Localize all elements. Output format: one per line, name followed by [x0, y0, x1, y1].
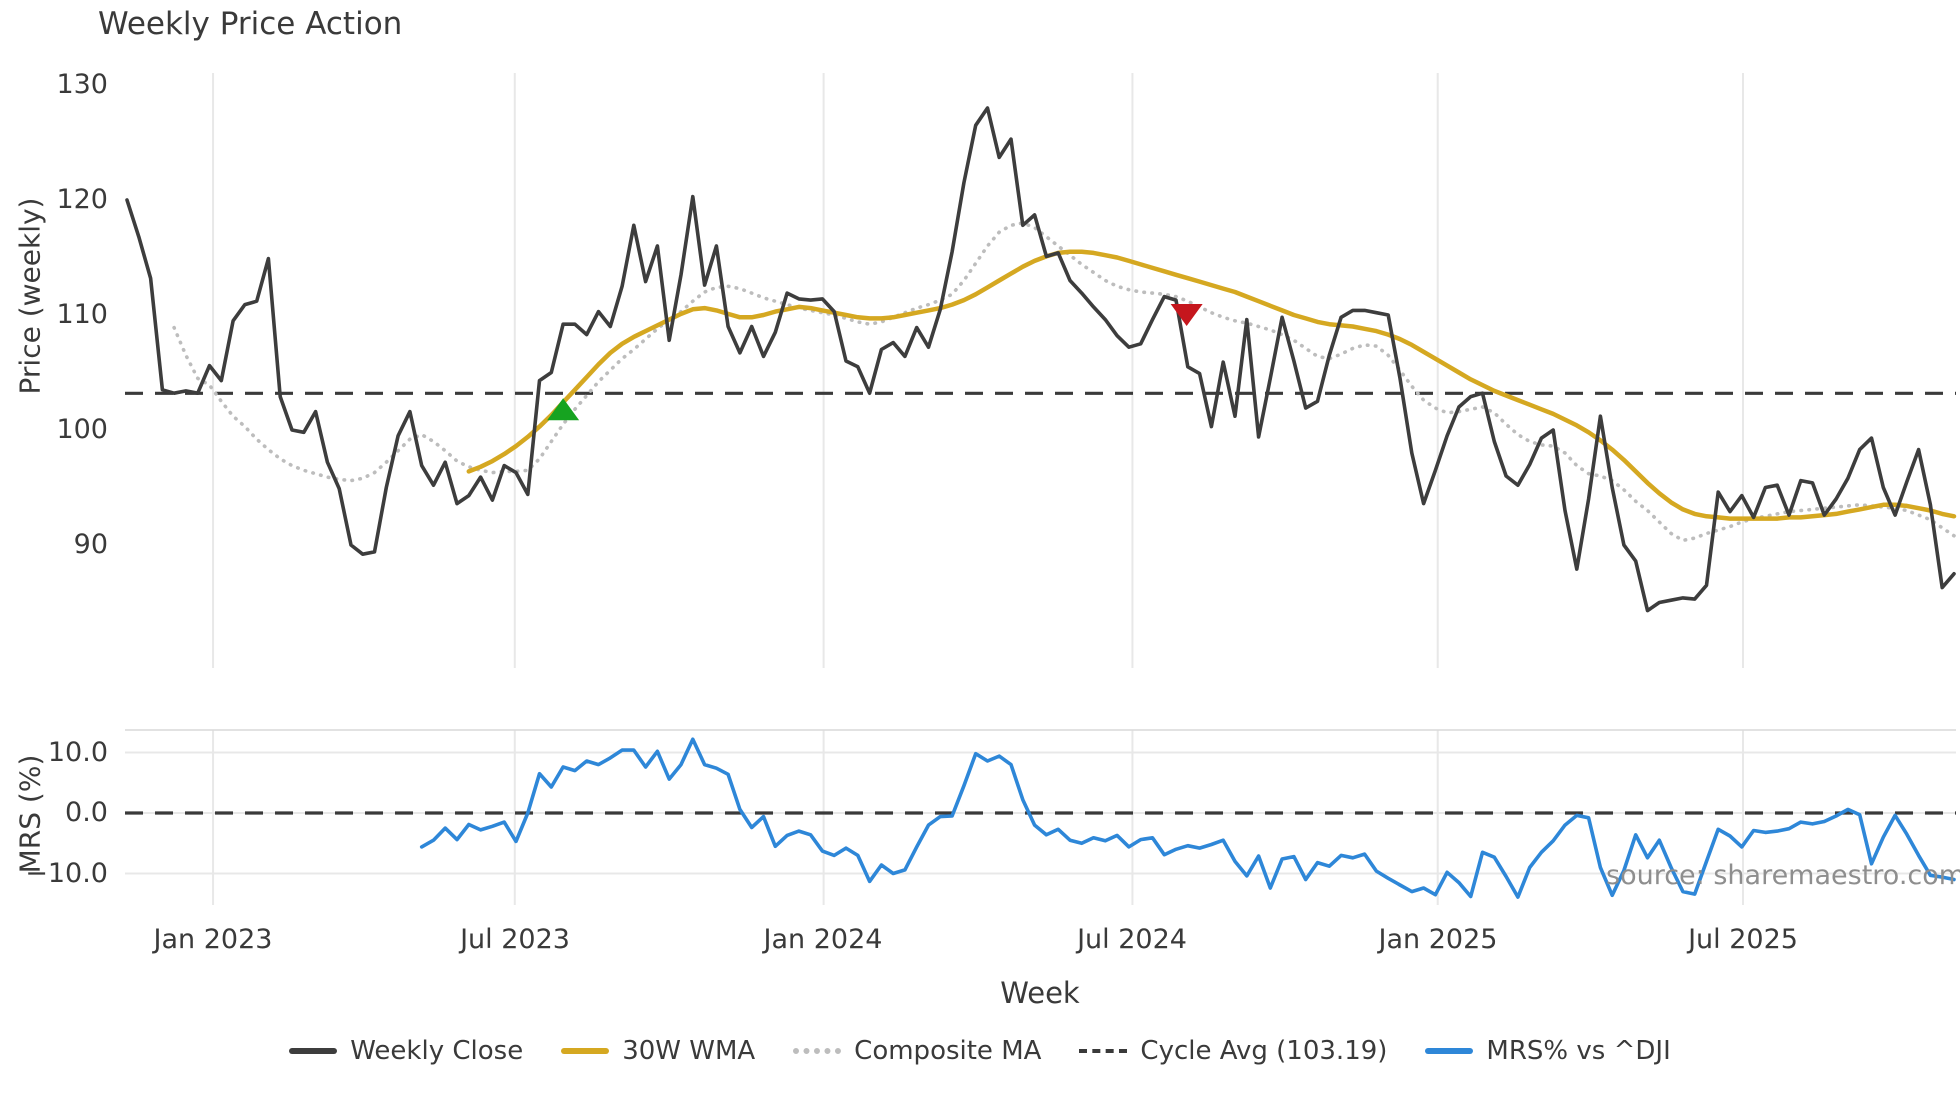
price-ytick-110: 110	[56, 299, 108, 330]
chart-title: Weekly Price Action	[98, 6, 403, 42]
legend-label-mrs: MRS% vs ^DJI	[1486, 1036, 1671, 1066]
x-axis-label: Week	[1000, 976, 1080, 1010]
series-line-mrs-vs-dji	[419, 737, 1956, 899]
weekly-close-line-swatch	[289, 1048, 338, 1054]
legend-item-mrs: MRS% vs ^DJI	[1425, 1036, 1671, 1066]
mrs-ytick-0: 0.0	[65, 797, 108, 828]
legend-label-composite-ma: Composite MA	[854, 1036, 1042, 1066]
legend-label-30w-wma: 30W WMA	[622, 1036, 756, 1066]
series-line-weekly-close	[125, 106, 1956, 613]
price-ytick-100: 100	[56, 414, 108, 445]
composite-ma-line-swatch	[793, 1048, 842, 1054]
price-ytick-90: 90	[73, 529, 108, 560]
legend-label-weekly-close: Weekly Close	[350, 1036, 524, 1066]
buy-signal-marker	[547, 398, 580, 421]
price-ytick-120: 120	[56, 184, 108, 215]
xtick-jul-2024: Jul 2024	[1077, 924, 1187, 955]
legend-item-weekly-close: Weekly Close	[289, 1036, 523, 1066]
cycle-avg-line-swatch	[1079, 1049, 1128, 1053]
xtick-jan-2023: Jan 2023	[153, 924, 273, 955]
legend-item-30w-wma: 30W WMA	[561, 1036, 755, 1066]
series-line-30w-wma	[466, 249, 1957, 521]
price-y-axis-label: Price (weekly)	[13, 197, 47, 395]
legend-label-cycle-avg: Cycle Avg (103.19)	[1140, 1036, 1388, 1066]
mrs-ytick-10: 10.0	[47, 737, 108, 768]
xtick-jul-2023: Jul 2023	[460, 924, 570, 955]
sell-signal-marker	[1170, 304, 1203, 326]
series-line-composite-ma	[172, 221, 1956, 543]
mrs-line-swatch	[1425, 1048, 1474, 1054]
source-watermark: source: sharemaestro.com	[1606, 860, 1960, 891]
legend: Weekly Close 30W WMA Composite MA Cycle …	[0, 1028, 1960, 1074]
legend-item-composite-ma: Composite MA	[793, 1036, 1041, 1066]
mrs-ytick-minus10: −10.0	[25, 858, 108, 889]
xtick-jan-2025: Jan 2025	[1378, 924, 1498, 955]
price-ytick-130: 130	[56, 69, 108, 100]
legend-item-cycle-avg: Cycle Avg (103.19)	[1079, 1036, 1387, 1066]
xtick-jan-2024: Jan 2024	[763, 924, 883, 955]
xtick-jul-2025: Jul 2025	[1688, 924, 1798, 955]
wma-line-swatch	[561, 1048, 610, 1054]
